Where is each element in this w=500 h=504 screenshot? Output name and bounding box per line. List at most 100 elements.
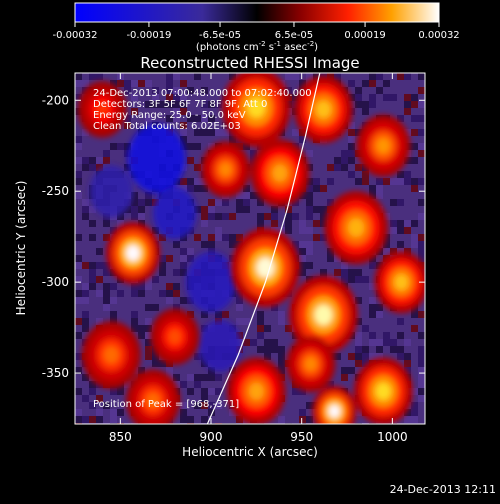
texture-cell (285, 206, 292, 213)
texture-cell (180, 108, 187, 115)
texture-cell (75, 353, 82, 360)
texture-cell (355, 269, 362, 276)
negative-region (152, 186, 197, 240)
texture-cell (145, 318, 152, 325)
texture-cell (404, 171, 411, 178)
texture-cell (96, 276, 103, 283)
texture-cell (341, 164, 348, 171)
texture-cell (159, 255, 166, 262)
texture-cell (404, 178, 411, 185)
texture-cell (75, 178, 82, 185)
texture-cell (411, 101, 418, 108)
solar-limb-curve (206, 73, 321, 424)
texture-cell (306, 241, 313, 248)
texture-cell (131, 80, 138, 87)
texture-cell (355, 129, 362, 136)
texture-cell (369, 192, 376, 199)
texture-cell (145, 353, 152, 360)
texture-cell (264, 346, 271, 353)
texture-cell (89, 157, 96, 164)
texture-cell (397, 178, 404, 185)
texture-cell (355, 276, 362, 283)
texture-cell (180, 122, 187, 129)
texture-cell (411, 409, 418, 416)
texture-cell (418, 346, 425, 353)
texture-cell (75, 416, 82, 423)
texture-cell (201, 241, 208, 248)
texture-cell (292, 199, 299, 206)
texture-cell (152, 304, 159, 311)
texture-cell (131, 311, 138, 318)
texture-cell (229, 409, 236, 416)
texture-cell (313, 185, 320, 192)
texture-cell (418, 115, 425, 122)
texture-cell (82, 325, 89, 332)
texture-cell (390, 199, 397, 206)
texture-cell (327, 199, 334, 206)
x-axis-ticks: 850 900 950 1000 (109, 73, 408, 444)
texture-cell (411, 185, 418, 192)
texture-cell (89, 164, 96, 171)
texture-cell (257, 346, 264, 353)
texture-cell (418, 73, 425, 80)
texture-cell (369, 94, 376, 101)
texture-cell (404, 220, 411, 227)
texture-cell (194, 115, 201, 122)
texture-cell (397, 171, 404, 178)
texture-cell (390, 227, 397, 234)
texture-cell (299, 269, 306, 276)
texture-cell (320, 269, 327, 276)
texture-cell (82, 283, 89, 290)
texture-cell (75, 157, 82, 164)
texture-cell (306, 262, 313, 269)
texture-cell (138, 220, 145, 227)
texture-cell (152, 227, 159, 234)
texture-cell (299, 220, 306, 227)
texture-cell (166, 115, 173, 122)
texture-cell (229, 136, 236, 143)
texture-cell (96, 409, 103, 416)
texture-cell (117, 388, 124, 395)
texture-cell (411, 115, 418, 122)
texture-cell (110, 388, 117, 395)
texture-cell (236, 416, 243, 423)
annotation-clean: Clean Total counts: 6.02E+03 (93, 121, 241, 132)
texture-cell (341, 367, 348, 374)
texture-cell (278, 311, 285, 318)
texture-cell (376, 73, 383, 80)
texture-cell (236, 192, 243, 199)
colorbar-tick-label: 6.5e-05 (275, 30, 313, 41)
emission-source (394, 274, 409, 291)
texture-cell (159, 269, 166, 276)
texture-cell (243, 143, 250, 150)
texture-cell (89, 269, 96, 276)
texture-cell (299, 136, 306, 143)
texture-cell (82, 262, 89, 269)
texture-cell (117, 290, 124, 297)
texture-cell (299, 80, 306, 87)
texture-cell (369, 297, 376, 304)
texture-cell (278, 367, 285, 374)
texture-cell (236, 234, 243, 241)
texture-cell (362, 325, 369, 332)
texture-cell (278, 360, 285, 367)
texture-cell (292, 94, 299, 101)
texture-cell (376, 192, 383, 199)
texture-cell (89, 220, 96, 227)
texture-cell (306, 227, 313, 234)
texture-cell (390, 94, 397, 101)
texture-cell (348, 269, 355, 276)
emission-source (315, 100, 332, 119)
texture-cell (418, 101, 425, 108)
texture-cell (348, 353, 355, 360)
texture-cell (110, 227, 117, 234)
texture-cell (117, 80, 124, 87)
texture-cell (215, 374, 222, 381)
colorbar-tick-label: 0.00019 (344, 30, 385, 41)
texture-cell (285, 73, 292, 80)
annotation-detectors: Detectors: 3F 5F 6F 7F 8F 9F, Att 0 (93, 99, 267, 110)
texture-cell (194, 402, 201, 409)
texture-cell (124, 122, 131, 129)
texture-cell (201, 87, 208, 94)
texture-cell (334, 255, 341, 262)
